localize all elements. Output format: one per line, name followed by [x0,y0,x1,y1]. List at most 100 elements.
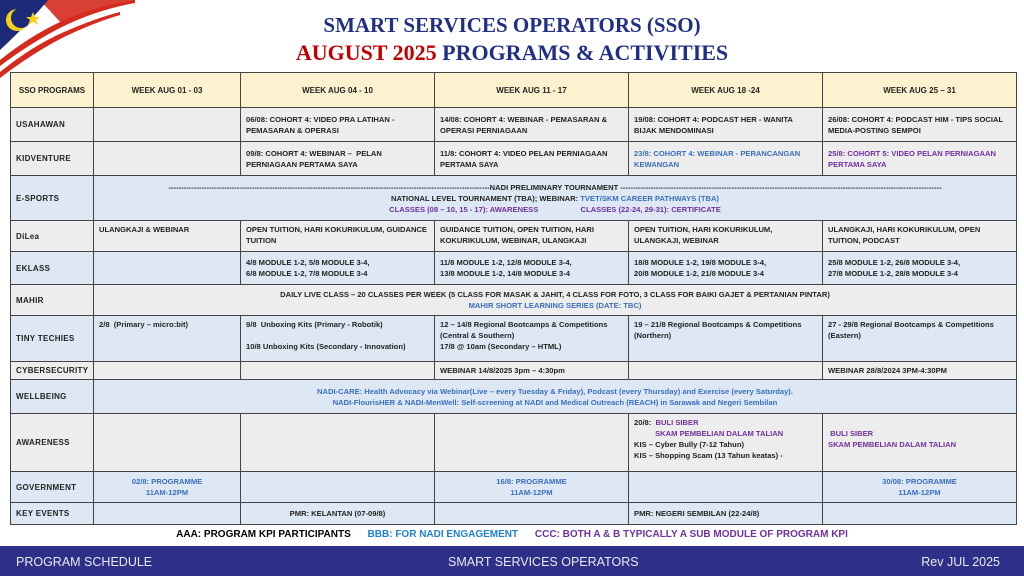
cell-line: 26/08: COHORT 4: PODCAST HIM - TIPS SOCI… [828,114,1011,136]
schedule-cell: 26/08: COHORT 4: PODCAST HIM - TIPS SOCI… [822,107,1017,142]
schedule-cell [93,361,241,380]
program-row-mahir: MAHIR DAILY LIVE CLASS – 20 CLASSES PER W… [10,284,1017,316]
program-row-cybersecurity: CYBERSECURITY WEBINAR 14/8/2025 3pm – 4:3… [10,361,1017,380]
schedule-cell: ULANGKAJI & WEBINAR [93,220,241,252]
program-span-cell: ----------------------------------------… [93,175,1017,221]
schedule-cell [93,251,241,285]
cell-text: 4/8 MODULE 1-2, 5/8 MODULE 3-4, [246,258,370,267]
cell-text: NADI-FlourisHER & NADI-MenWell: Self-scr… [332,397,778,407]
cell-line: 02/8: PROGRAMME [99,476,235,487]
cell-text: 14/08: COHORT 4: WEBINAR - PEMASARAN & O… [440,114,610,135]
cell-line: OPEN TUITION, HARI KOKURIKULUM, GUIDANCE… [246,224,429,246]
cell-line: 10/8 Unboxing Kits (Secondary - Innovati… [246,341,429,352]
schedule-cell [93,413,241,472]
schedule-cell [93,502,241,525]
cell-text: BULI SIBER [828,429,874,438]
cell-text: PMR: KELANTAN (07-09/8) [289,509,386,518]
program-name: DiLea [10,220,94,252]
cell-line: WEBINAR 14/8/2025 3pm – 4:30pm [440,365,623,376]
cell-line: 11/8 MODULE 1-2, 12/8 MODULE 3-4, [440,257,623,268]
program-row-tiny-techies: TINY TECHIES 2/8 (Primary – micro:bit) 9/8… [10,315,1017,362]
schedule-cell: 19 – 21/8 Regional Bootcamps & Competiti… [628,315,823,362]
schedule-cell: 20/8: BULI SIBER SKAM PEMBELIAN DALAM TA… [628,413,823,472]
cell-line: ULANGKAJI, HARI KOKURIKULUM, OPEN TUITIO… [828,224,1011,246]
cell-text: KIS – Shopping Scam (13 Tahun keatas) - [634,451,783,460]
program-name: KEY EVENTS [10,502,94,525]
program-name: WELLBEING [10,379,94,414]
cell-text: SKAM PEMBELIAN DALAM TALIAN [634,429,784,438]
cell-line: 18/8 MODULE 1-2, 19/8 MODULE 3-4, [634,257,817,268]
cell-line: 12 – 14/8 Regional Bootcamps & Competiti… [440,319,623,341]
cell-text: PMR: NEGERI SEMBILAN (22-24/8) [634,509,760,518]
program-name: KIDVENTURE [10,141,94,176]
cell-text: 18/8 MODULE 1-2, 19/8 MODULE 3-4, [634,258,767,267]
week-header: WEEK AUG 25 – 31 [822,72,1017,108]
cell-line: ----------------------------------------… [99,182,1011,193]
schedule-cell [434,413,629,472]
cell-line: BULI SIBER [828,428,1011,439]
subtitle-month: AUGUST 2025 [295,40,437,65]
program-name: GOVERNMENT [10,471,94,503]
cell-text: 11AM-12PM [898,488,941,497]
schedule-cell: 02/8: PROGRAMME 11AM-12PM [93,471,241,503]
cell-text: WEBINAR 14/8/2025 3pm – 4:30pm [440,366,565,375]
cell-text: 13/8 MODULE 1-2, 14/8 MODULE 3-4 [440,269,570,278]
cell-line: KIS – Shopping Scam (13 Tahun keatas) - [634,450,817,461]
program-name: CYBERSECURITY [10,361,94,380]
cell-line: 16/8: PROGRAMME [440,476,623,487]
program-row-dilea: DiLea ULANGKAJI & WEBINAR OPEN TUITION, HA… [10,220,1017,252]
cell-line: WEBINAR 28/8/2024 3PM-4:30PM [828,365,1011,376]
week-header: WEEK AUG 11 - 17 [434,72,629,108]
cell-text: 11/8: COHORT 4: VIDEO PELAN PERNIAGAAN P… [440,148,610,169]
cell-text: 11/8 MODULE 1-2, 12/8 MODULE 3-4, [440,258,572,267]
program-row-usahawan: USAHAWAN 06/08: COHORT 4: VIDEO PRA LATIH… [10,107,1017,142]
cell-text: 11AM-12PM [510,488,553,497]
schedule-cell [822,502,1017,525]
schedule-cell: GUIDANCE TUITION, OPEN TUITION, HARI KOK… [434,220,629,252]
schedule-cell: 06/08: COHORT 4: VIDEO PRA LATIHAN - PEM… [240,107,435,142]
cell-line: PMR: KELANTAN (07-09/8) [246,508,429,519]
schedule-table: SSO PROGRAMS WEEK AUG 01 - 03 WEEK AUG 04 … [10,72,1017,525]
program-row-key-events: KEY EVENTS PMR: KELANTAN (07-09/8) PMR: NE… [10,502,1017,525]
cell-text: OPEN TUITION, HARI KOKURIKULUM, GUIDANCE… [246,225,430,245]
cell-text: 06/08: COHORT 4: VIDEO PRA LATIHAN - PEM… [246,114,397,135]
schedule-cell: PMR: KELANTAN (07-09/8) [240,502,435,525]
schedule-cell [93,141,241,176]
cell-line: 19 – 21/8 Regional Bootcamps & Competiti… [634,319,817,341]
cell-text: 02/8: PROGRAMME [131,477,203,486]
cell-line: 20/8 MODULE 1-2, 21/8 MODULE 3-4 [634,268,817,279]
schedule-cell: ULANGKAJI, HARI KOKURIKULUM, OPEN TUITIO… [822,220,1017,252]
footer-left: PROGRAM SCHEDULE [16,555,153,569]
page-title: SMART SERVICES OPERATORS (SSO) [323,13,701,37]
cell-line: 27/8 MODULE 1-2, 28/8 MODULE 3-4 [828,268,1011,279]
schedule-cell: 14/08: COHORT 4: WEBINAR - PEMASARAN & O… [434,107,629,142]
schedule-cell: 27 - 29/8 Regional Bootcamps & Competiti… [822,315,1017,362]
cell-text: 27 - 29/8 Regional Bootcamps & Competiti… [828,320,996,340]
cell-text: ----------------------------------------… [168,182,942,192]
cell-text: 23/8: COHORT 4: WEBINAR - PERANCANGAN KE… [634,148,803,169]
cell-text: 20/8 MODULE 1-2, 21/8 MODULE 3-4 [634,269,764,278]
cell-line: 30/08: PROGRAMME [828,476,1011,487]
legend-aaa: AAA: PROGRAM KPI PARTICIPANTS [176,529,351,540]
cell-text: 19/08: COHORT 4: PODCAST HER - WANITA BI… [634,114,795,135]
program-span-cell: DAILY LIVE CLASS – 20 CLASSES PER WEEK (… [93,284,1017,316]
cell-line: 06/08: COHORT 4: VIDEO PRA LATIHAN - PEM… [246,114,429,136]
cell-text: 17/8 @ 10am (Secondary – HTML) [440,342,562,351]
cell-text [828,418,830,427]
schedule-cell: PMR: NEGERI SEMBILAN (22-24/8) [628,502,823,525]
program-row-awareness: AWARENESS 20/8: BULI SIBER SKAM PEMBELIAN… [10,413,1017,472]
programs-header: SSO PROGRAMS [10,72,94,108]
cell-text: 12 – 14/8 Regional Bootcamps & Competiti… [440,320,610,340]
cell-line: KIS – Cyber Bully (7-12 Tahun) [634,439,817,450]
cell-line: 17/8 @ 10am (Secondary – HTML) [440,341,623,352]
cell-text: OPEN TUITION, HARI KOKURIKULUM, ULANGKAJ… [634,225,775,245]
cell-text: 2/8 (Primary – micro:bit) [99,320,189,329]
page-subtitle: AUGUST 2025 PROGRAMS & ACTIVITIES [0,40,1024,66]
cell-text: ULANGKAJI & WEBINAR [99,225,190,234]
subtitle-rest: PROGRAMS & ACTIVITIES [436,40,729,65]
schedule-cell: OPEN TUITION, HARI KOKURIKULUM, ULANGKAJ… [628,220,823,252]
cell-line: 11AM-12PM [99,487,235,498]
program-row-government: GOVERNMENT 02/8: PROGRAMME 11AM-12PM 16/8: … [10,471,1017,503]
header-row: SSO PROGRAMS WEEK AUG 01 - 03 WEEK AUG 04 … [10,72,1017,108]
legend-ccc: CCC: BOTH A & B TYPICALLY A SUB MODULE O… [534,529,848,540]
